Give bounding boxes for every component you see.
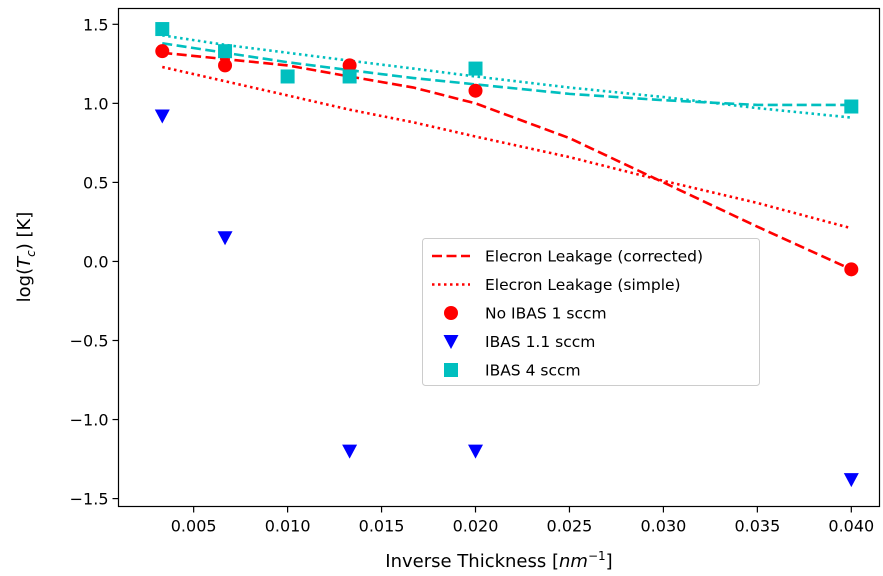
data-point-triangle-down <box>154 109 170 124</box>
legend-label: No IBAS 1 sccm <box>485 305 607 323</box>
x-tick-label: 0.010 <box>265 517 311 536</box>
data-point-square <box>342 69 357 84</box>
legend-label: Elecron Leakage (simple) <box>485 276 681 294</box>
series-line-3 <box>162 34 852 119</box>
x-axis-label: Inverse Thickness [nm−1] <box>385 549 612 572</box>
y-tick-label: 0.0 <box>83 252 108 271</box>
y-axis-ticks: −1.5 −1.0 −0.5 0.0 0.5 1.0 1.5 <box>70 15 119 509</box>
x-tick-label: 0.035 <box>734 517 780 536</box>
data-point-square <box>844 99 859 114</box>
legend-label: IBAS 1.1 sccm <box>485 333 595 351</box>
data-point-triangle-down <box>468 444 484 459</box>
legend-label: IBAS 4 sccm <box>485 362 581 380</box>
x-tick-label: 0.005 <box>171 517 217 536</box>
data-point-circle <box>218 58 233 73</box>
x-tick-label: 0.025 <box>547 517 593 536</box>
x-tick-label: 0.040 <box>828 517 874 536</box>
data-point-triangle-down <box>217 231 233 246</box>
x-tick-label: 0.015 <box>359 517 405 536</box>
y-tick-label: −1.0 <box>70 411 109 430</box>
data-point-circle <box>844 262 859 277</box>
data-point-circle <box>468 83 483 98</box>
legend-marker-swatch <box>444 306 458 320</box>
x-axis-ticks: 0.005 0.010 0.015 0.020 0.025 0.030 0.035 0.040 <box>171 506 874 536</box>
y-axis-label: log(Tc) [K] <box>14 212 38 303</box>
data-point-circle <box>342 58 357 73</box>
series-line-1 <box>161 65 852 230</box>
legend-marker-swatch <box>444 363 458 377</box>
x-tick-label: 0.020 <box>453 517 499 536</box>
x-tick-label: 0.030 <box>641 517 687 536</box>
y-tick-label: −1.5 <box>70 490 109 509</box>
y-tick-label: −0.5 <box>70 332 109 351</box>
y-tick-label: 1.5 <box>83 15 108 34</box>
data-point-triangle-down <box>843 473 859 488</box>
data-point-square <box>155 22 170 37</box>
y-tick-label: 0.5 <box>83 173 108 192</box>
legend-box <box>422 238 760 386</box>
series-line-0 <box>162 51 852 271</box>
y-tick-label: 1.0 <box>83 94 108 113</box>
data-point-circle <box>155 44 170 59</box>
data-markers <box>154 22 859 488</box>
plot-frame <box>117 7 881 508</box>
legend: Elecron Leakage (corrected) Elecron Leaka… <box>422 238 760 386</box>
data-point-square <box>468 61 483 76</box>
legend-marker-swatch <box>443 335 459 349</box>
legend-label: Elecron Leakage (corrected) <box>485 248 703 266</box>
plot-content <box>161 34 852 271</box>
data-point-square <box>280 69 295 84</box>
data-point-square <box>218 44 233 59</box>
legend-entries: Elecron Leakage (corrected) Elecron Leaka… <box>432 248 703 380</box>
data-point-triangle-down <box>342 444 358 459</box>
